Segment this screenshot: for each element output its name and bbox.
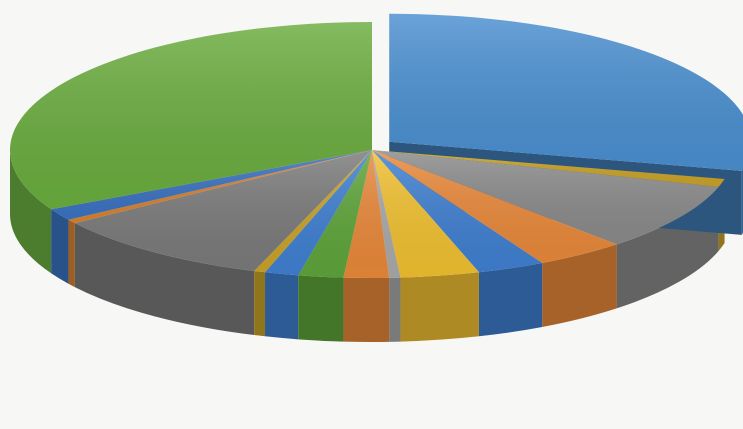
pie-slice-10 bbox=[265, 150, 372, 276]
pie-slice-side-10 bbox=[265, 272, 299, 340]
pie-slice-6 bbox=[372, 150, 479, 278]
pie-slice-side-9 bbox=[298, 275, 344, 342]
pie-slice-side-6 bbox=[400, 272, 479, 342]
pie-slice-sheen-4 bbox=[372, 150, 617, 263]
pie-slice-sheen-13 bbox=[68, 150, 373, 224]
pie-slice-15 bbox=[10, 22, 373, 210]
pie-slice-sheen-9 bbox=[298, 150, 372, 278]
pie-slice-sheen-7 bbox=[372, 150, 401, 278]
pie-slice-sheen-15 bbox=[10, 22, 373, 210]
pie-slice-sheen-2 bbox=[372, 150, 725, 187]
pie-slice-sheen-14 bbox=[51, 150, 373, 220]
pie-slice-sheen-12 bbox=[74, 150, 372, 272]
pie-slice-side-14 bbox=[51, 209, 69, 284]
pie-slice-side-11 bbox=[254, 271, 266, 337]
pie-slice-5 bbox=[372, 150, 543, 273]
pie-slice-sheen-8 bbox=[343, 150, 390, 278]
pie-slice-2 bbox=[372, 150, 725, 187]
pie-slice-side-8 bbox=[343, 277, 390, 342]
pie-slice-13 bbox=[68, 150, 373, 224]
pie-slice-sheen-10 bbox=[265, 150, 372, 276]
pie-slice-side-13 bbox=[68, 219, 75, 288]
pie-slice-7 bbox=[372, 150, 401, 278]
pie-slice-14 bbox=[51, 150, 373, 220]
pie-slice-sheen-6 bbox=[372, 150, 479, 278]
pie-slice-12 bbox=[74, 150, 372, 272]
pie-slice-sheen-3 bbox=[372, 150, 719, 245]
pie-slice-side-4 bbox=[542, 244, 617, 327]
pie-slice-1 bbox=[389, 13, 743, 171]
pie-slice-11 bbox=[254, 150, 372, 273]
pie-slice-8 bbox=[343, 150, 390, 278]
pie-slice-side-15 bbox=[10, 150, 52, 274]
pie-slice-sheen-5 bbox=[372, 150, 543, 273]
pie-slice-3 bbox=[372, 150, 719, 245]
pie-slice-sheen-11 bbox=[254, 150, 372, 273]
pie-slice-9 bbox=[298, 150, 372, 278]
pie-slice-4 bbox=[372, 150, 617, 263]
pie-slice-side-12 bbox=[74, 223, 255, 336]
pie-slice-side-5 bbox=[478, 262, 543, 337]
pie-slice-side-7 bbox=[389, 277, 401, 342]
pie-slice-sheen-1 bbox=[389, 13, 743, 171]
